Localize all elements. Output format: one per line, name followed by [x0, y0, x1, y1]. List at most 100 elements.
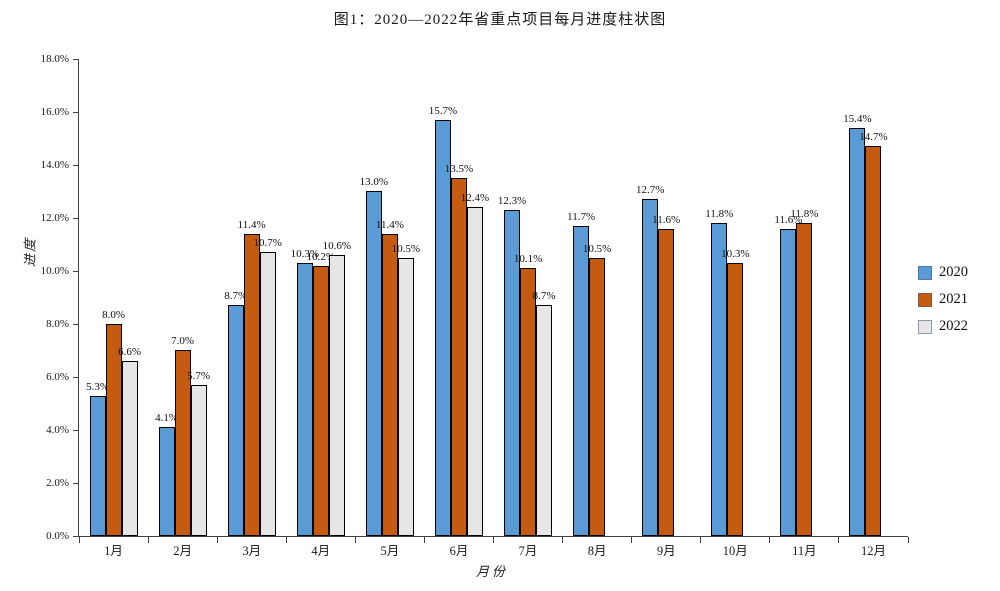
bar-2022-1月 — [121, 361, 138, 536]
bar-label-2021-3月: 11.4% — [237, 219, 266, 231]
x-tick-mark — [907, 537, 909, 543]
x-tick-label-7月: 7月 — [518, 544, 538, 558]
y-tick-mark — [73, 111, 79, 113]
legend-swatch-2020 — [918, 265, 932, 280]
bar-label-2021-5月: 11.4% — [375, 219, 404, 231]
bar-slot-2021-10月: 10.3% — [721, 60, 749, 536]
x-tick-label-10月: 10月 — [722, 544, 748, 558]
x-tick-mark — [354, 537, 356, 543]
bar-2020-10月 — [711, 223, 728, 536]
x-tick-mark — [147, 537, 149, 543]
bars-1月: 5.3% 8.0% 6.6% — [86, 60, 141, 536]
bar-label-2021-1月: 8.0% — [102, 309, 125, 321]
bar-2022-5月 — [397, 258, 414, 536]
month-group-9月: 12.7% 11.6% 9月 — [632, 60, 701, 558]
bar-label-2022-5月: 10.5% — [391, 243, 421, 255]
bar-slot-2021-8月: 10.5% — [583, 60, 611, 536]
bar-label-2022-7月: 8.7% — [532, 290, 556, 302]
x-tick-mark — [423, 537, 425, 543]
bar-slot-2022-10月 — [743, 60, 759, 536]
bar-label-2020-10月: 11.8% — [705, 208, 734, 220]
bar-2022-7月 — [536, 305, 553, 536]
y-tick-label: 6.0% — [46, 371, 69, 383]
legend-swatch-2021 — [918, 292, 932, 307]
legend: 2020 2021 2022 — [918, 264, 968, 335]
legend-label-2021: 2021 — [939, 291, 968, 307]
bar-label-2022-4月: 10.6% — [322, 240, 351, 252]
bar-label-2020-1月: 5.3% — [86, 381, 109, 393]
y-tick-label: 2.0% — [46, 477, 69, 489]
bar-2020-6月 — [434, 120, 451, 536]
bar-label-2022-1月: 6.6% — [118, 346, 141, 358]
bar-label-2021-7月: 10.1% — [513, 253, 543, 265]
bar-label-2020-6月: 15.7% — [428, 105, 458, 117]
month-group-12月: 15.4% 14.7% 12月 — [839, 60, 908, 558]
bar-2020-7月 — [504, 210, 521, 536]
bar-2020-4月 — [296, 263, 313, 536]
bar-slot-2020-1月: 5.3% — [86, 60, 109, 536]
bar-slot-2022-4月: 10.6% — [323, 60, 351, 536]
bar-slot-2022-9月 — [674, 60, 690, 536]
bars-4月: 10.3% 10.2% 10.6% — [291, 60, 351, 536]
bar-slot-2020-4月: 10.3% — [291, 60, 319, 536]
bar-slot-2022-2月: 5.7% — [187, 60, 210, 536]
y-tick-mark — [73, 535, 79, 537]
y-tick-label: 16.0% — [40, 106, 69, 118]
legend-swatch-2022 — [918, 319, 932, 334]
x-tick-label-5月: 5月 — [380, 544, 400, 558]
bar-slot-2021-7月: 10.1% — [514, 60, 542, 536]
bar-2020-12月 — [849, 128, 866, 536]
legend-label-2022: 2022 — [939, 318, 968, 334]
bar-slot-2022-11月 — [812, 60, 828, 536]
bar-slot-2021-12月: 14.7% — [859, 60, 888, 536]
x-tick-mark — [216, 537, 218, 543]
y-tick-label: 14.0% — [40, 159, 69, 171]
bars-6月: 15.7% 13.5% 12.4% — [429, 60, 489, 536]
month-group-1月: 5.3% 8.0% 6.6% 1月 — [79, 60, 148, 558]
bar-slot-2020-12月: 15.4% — [843, 60, 872, 536]
bar-slot-2021-5月: 11.4% — [376, 60, 404, 536]
legend-label-2020: 2020 — [939, 264, 968, 280]
bar-slot-2020-3月: 8.7% — [224, 60, 247, 536]
y-tick-label: 4.0% — [46, 424, 69, 436]
bar-label-2021-4月: 10.2% — [306, 251, 335, 263]
month-group-6月: 15.7% 13.5% 12.4% 6月 — [424, 60, 493, 558]
bar-2021-1月 — [105, 324, 122, 536]
month-group-2月: 4.1% 7.0% 5.7% 2月 — [148, 60, 217, 558]
bars-10月: 11.8% 10.3% — [705, 60, 759, 536]
bar-slot-2020-10月: 11.8% — [705, 60, 733, 536]
x-tick-mark — [838, 537, 840, 543]
x-tick-label-1月: 1月 — [104, 544, 123, 558]
bars-9月: 12.7% 11.6% — [636, 60, 690, 536]
bars-5月: 13.0% 11.4% 10.5% — [360, 60, 420, 536]
bars-12月: 15.4% 14.7% — [843, 60, 897, 536]
x-tick-mark — [78, 537, 80, 543]
bar-label-2020-9月: 12.7% — [635, 184, 665, 196]
bar-2020-1月 — [89, 396, 106, 536]
bar-label-2021-10月: 10.3% — [721, 248, 750, 260]
x-tick-label-4月: 4月 — [311, 544, 331, 558]
bar-label-2021-6月: 13.5% — [444, 163, 474, 175]
x-axis-title: 月份 — [475, 564, 509, 579]
bar-2021-7月 — [520, 268, 537, 536]
bar-label-2022-6月: 12.4% — [460, 192, 490, 204]
x-tick-label-2月: 2月 — [173, 544, 192, 558]
bar-slot-2021-1月: 8.0% — [102, 60, 125, 536]
bar-2021-3月 — [243, 234, 260, 536]
bar-slot-2022-7月: 8.7% — [533, 60, 555, 536]
x-tick-label-3月: 3月 — [242, 544, 262, 558]
bar-label-2020-11月: 11.6% — [774, 214, 803, 226]
bar-label-2021-12月: 14.7% — [859, 131, 888, 143]
bar-2020-5月 — [365, 191, 382, 536]
bar-2021-12月 — [865, 146, 882, 536]
x-tick-label-12月: 12月 — [860, 544, 886, 558]
bar-label-2020-5月: 13.0% — [359, 176, 389, 188]
bars-2月: 4.1% 7.0% 5.7% — [155, 60, 210, 536]
legend-item-2021: 2021 — [918, 291, 968, 308]
y-tick-mark — [73, 323, 79, 325]
y-tick-mark — [73, 429, 79, 431]
bar-slot-2020-8月: 11.7% — [567, 60, 595, 536]
bar-slot-2021-9月: 11.6% — [652, 60, 680, 536]
bar-slot-2020-2月: 4.1% — [155, 60, 178, 536]
